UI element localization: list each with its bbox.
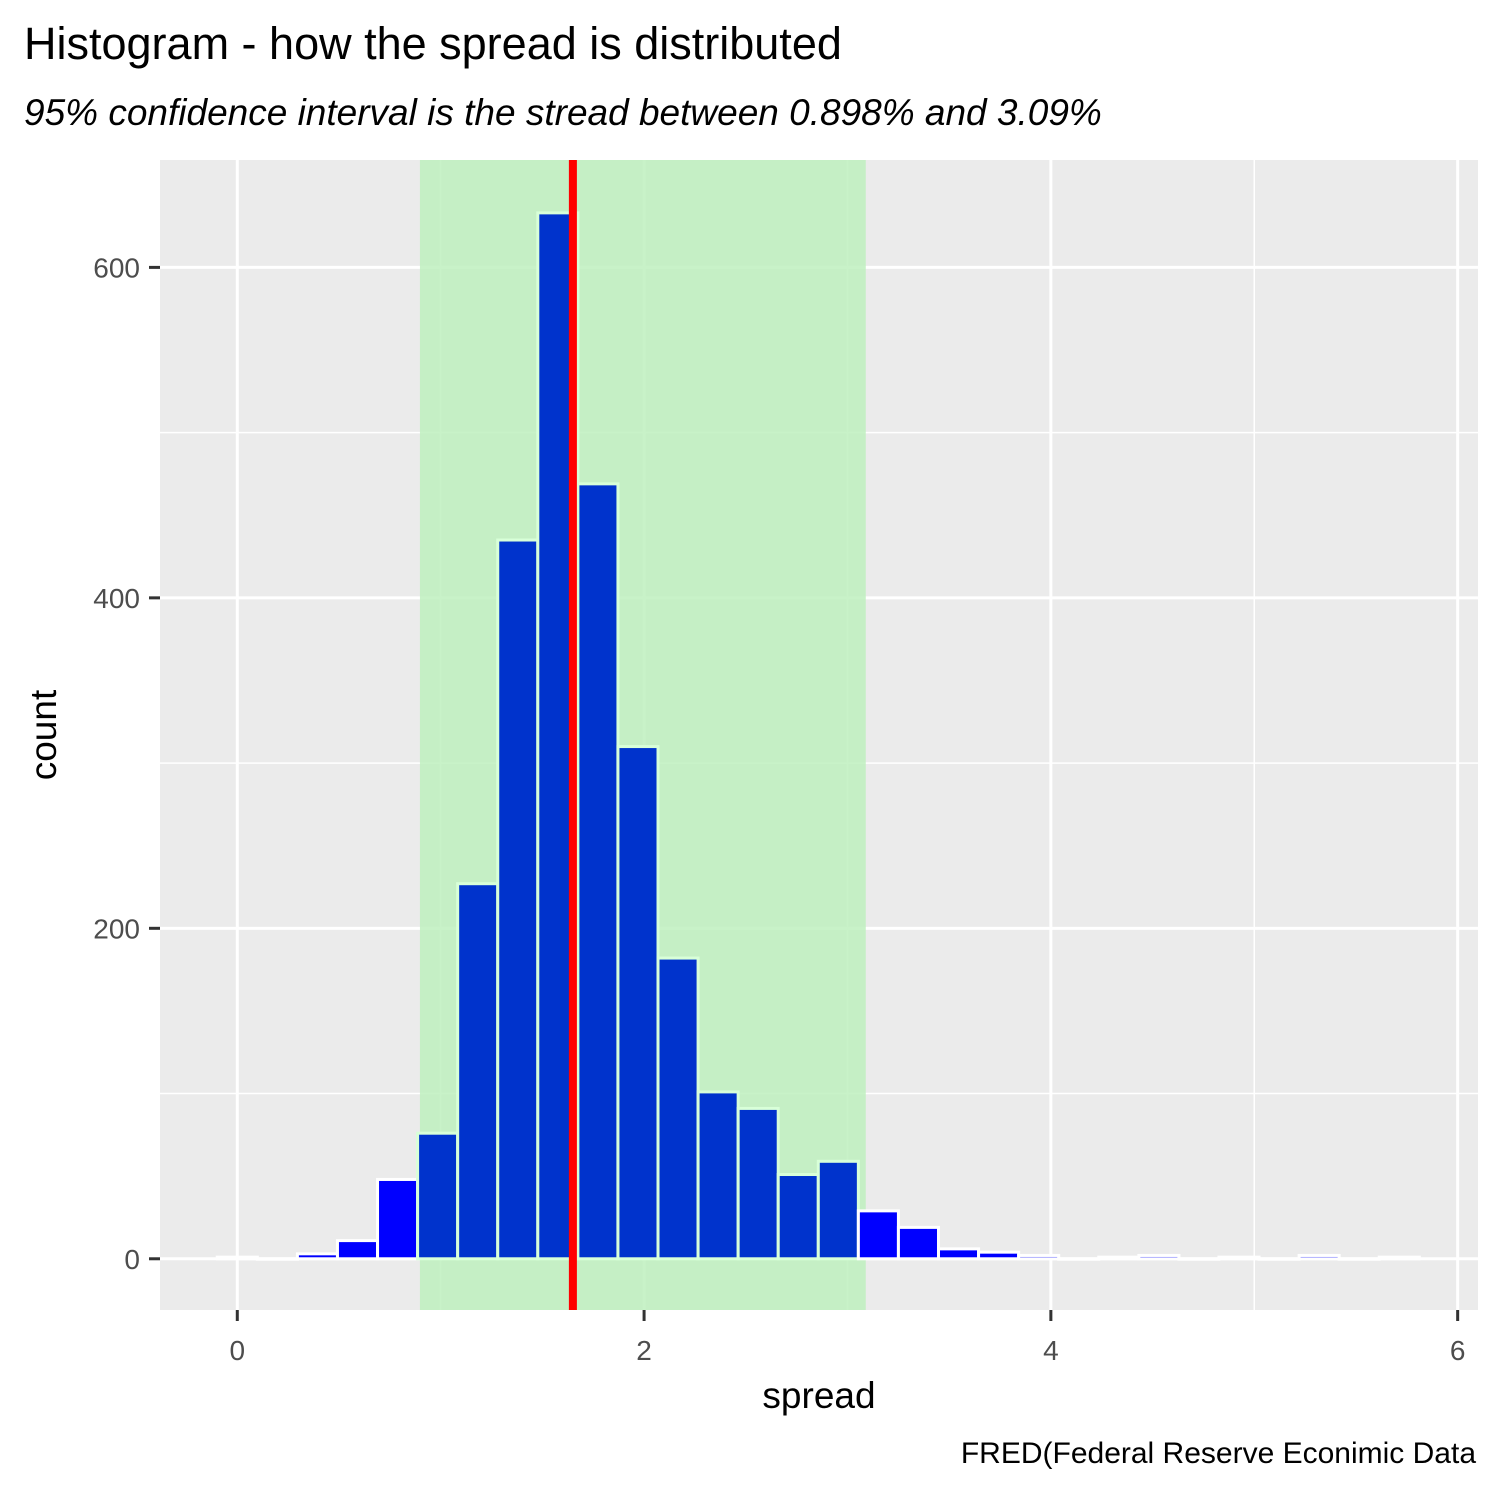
histogram-bar [656,956,700,1261]
chart-title: Histogram - how the spread is distribute… [24,18,842,69]
histogram-bar [776,1173,820,1261]
histogram-bar [616,745,660,1261]
histogram-bar [496,538,540,1261]
histogram-bar [295,1252,339,1261]
x-tick-label: 4 [1043,1335,1059,1366]
histogram-bar [1097,1255,1141,1261]
chart-caption: FRED(Federal Reserve Econimic Data [960,1437,1476,1470]
x-tick-label: 0 [230,1335,246,1366]
histogram-bar [1297,1253,1341,1261]
histogram-bar [215,1255,259,1261]
x-axis-title: spread [762,1375,875,1416]
histogram-bar [856,1209,900,1261]
histogram-bar [1377,1255,1421,1261]
y-axis-title: count [23,689,64,780]
histogram-bar [1137,1253,1181,1261]
histogram-bar [376,1177,420,1261]
y-axis: 0 200 400 600 [93,252,160,1275]
y-tick-label: 0 [124,1244,140,1275]
histogram-bar [696,1090,740,1261]
histogram-bar [576,482,620,1261]
histogram-bar [977,1250,1021,1261]
histogram-bar [1017,1253,1061,1261]
histogram-bar [456,882,500,1261]
histogram-bar [936,1247,981,1261]
histogram-bar [816,1159,860,1261]
chart-subtitle: 95% confidence interval is the stread be… [24,92,1102,133]
y-tick-label: 600 [93,252,140,283]
x-tick-label: 6 [1450,1335,1466,1366]
histogram-bar [335,1239,380,1261]
x-axis: 0 2 4 6 [230,1310,1466,1366]
histogram-bar [736,1106,780,1261]
y-tick-label: 200 [93,913,140,944]
x-tick-label: 2 [636,1335,652,1366]
histogram-bar [1057,1257,1101,1261]
histogram-bar [896,1225,940,1261]
histogram-bar [416,1131,460,1261]
histogram-bar [1217,1255,1261,1261]
histogram-bar [1337,1257,1381,1261]
histogram-bar [255,1257,299,1261]
histogram-bar [1177,1257,1221,1261]
y-tick-label: 400 [93,583,140,614]
histogram-bars [215,211,1421,1261]
histogram-bar [1257,1257,1301,1261]
